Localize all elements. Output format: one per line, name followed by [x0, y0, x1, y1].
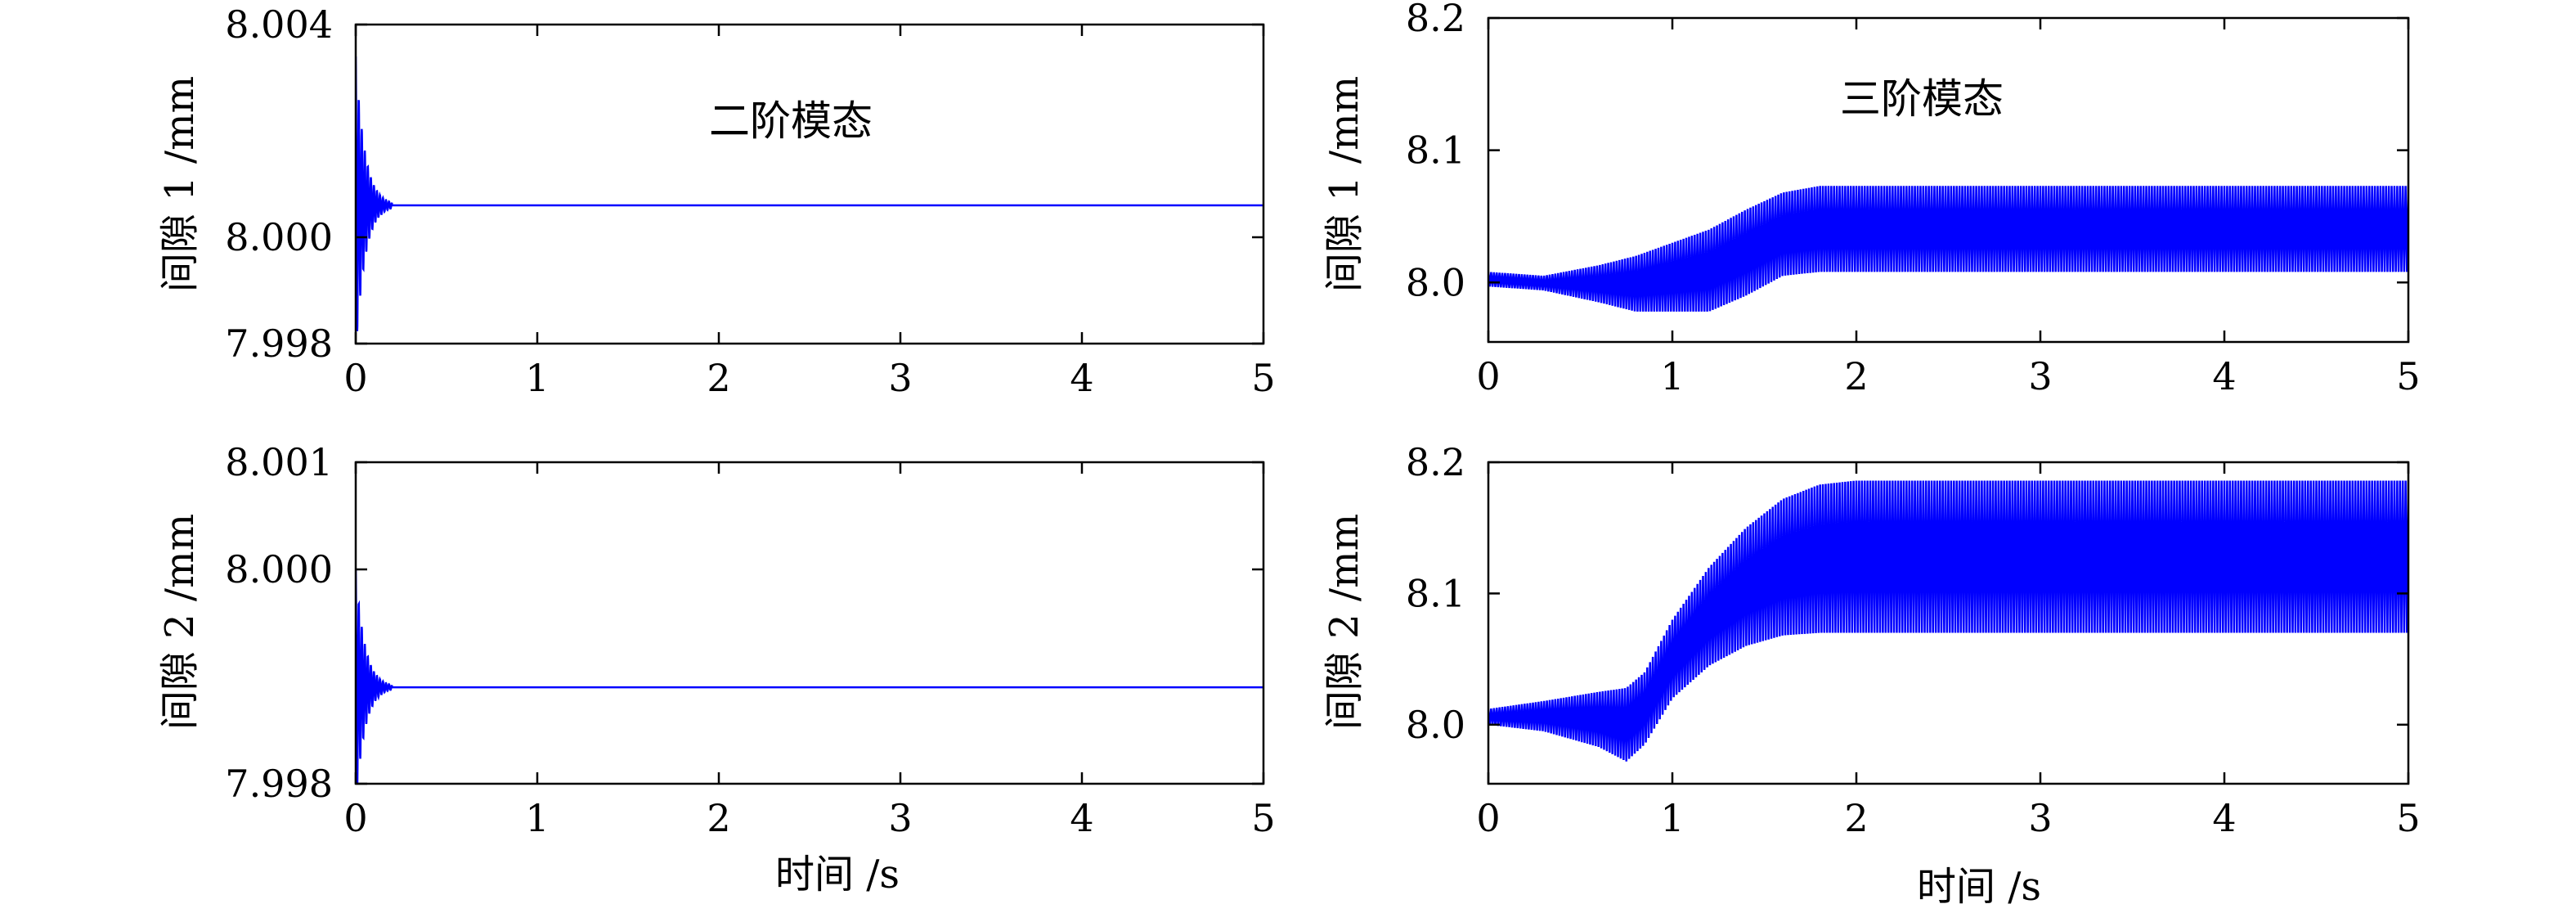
y-tick-label: 8.001 [225, 440, 333, 484]
x-tick-label: 4 [1070, 356, 1093, 400]
y-tick-label: 7.998 [225, 322, 333, 366]
y-tick-label: 8.0 [1406, 260, 1465, 304]
x-tick-label: 4 [2212, 796, 2236, 840]
plot-frame [354, 461, 1265, 785]
series-oscillation-bottom-right [1488, 480, 2408, 762]
x-tick-label: 4 [2212, 354, 2236, 398]
x-tick-label: 0 [343, 356, 367, 400]
chart-panel-top-right: 0 1 2 3 4 5 8.0 8.1 8.2 间隙 1 /mm 三阶模态 [1322, 0, 2421, 398]
x-tick-label: 0 [1476, 354, 1500, 398]
x-tick-label: 0 [343, 796, 367, 840]
chart-panel-top-left: 0 1 2 3 4 5 7.998 8.000 8.004 间隙 1 /mm 二阶模态 [157, 2, 1276, 400]
x-tick-label: 5 [2396, 354, 2420, 398]
x-tick-label: 1 [525, 356, 549, 400]
series-line-top-left [356, 56, 1263, 331]
y-tick-label: 8.0 [1406, 703, 1465, 747]
x-tick-label: 5 [2396, 796, 2420, 840]
x-tick-label: 3 [2028, 354, 2052, 398]
plot-frame [354, 23, 1265, 345]
y-tick-label: 8.004 [225, 2, 333, 47]
y-axis-label: 间隙 1 /mm [157, 76, 203, 292]
x-tick-label: 5 [1251, 356, 1275, 400]
x-tick-label: 2 [1844, 354, 1868, 398]
x-tick-label: 4 [1070, 796, 1093, 840]
x-axis-label: 时间 /s [775, 852, 900, 897]
y-tick-label: 8.1 [1406, 571, 1465, 615]
x-tick-label: 1 [525, 796, 549, 840]
y-axis-label: 间隙 2 /mm [1322, 514, 1367, 730]
x-tick-label: 1 [1660, 354, 1684, 398]
series-oscillation-top-right [1488, 186, 2408, 312]
x-tick-label: 1 [1660, 796, 1684, 840]
x-tick-label: 2 [707, 796, 730, 840]
y-tick-label: 8.1 [1406, 128, 1465, 173]
x-tick-label: 5 [1251, 796, 1275, 840]
chart-panel-bottom-right: 0 1 2 3 4 5 8.0 8.1 8.2 间隙 2 /mm 时间 /s [1322, 440, 2421, 910]
x-tick-label: 3 [888, 796, 912, 840]
x-tick-label: 2 [707, 356, 730, 400]
y-tick-label: 8.000 [225, 547, 333, 591]
series-line-bottom-left [356, 569, 1263, 784]
plot-frame [1487, 461, 2410, 785]
mode-annotation: 三阶模态 [1840, 75, 2004, 123]
mode-annotation: 二阶模态 [709, 97, 873, 145]
chart-panel-bottom-left: 0 1 2 3 4 5 7.998 8.000 8.001 间隙 2 /mm 时间 /s [157, 440, 1276, 897]
x-tick-label: 3 [2028, 796, 2052, 840]
y-tick-label: 8.2 [1406, 440, 1465, 484]
y-axis-label: 间隙 1 /mm [1322, 76, 1367, 292]
x-tick-label: 2 [1844, 796, 1868, 840]
x-tick-label: 3 [888, 356, 912, 400]
y-tick-label: 8.000 [225, 215, 333, 259]
plot-frame [1487, 16, 2410, 344]
x-tick-label: 0 [1476, 796, 1500, 840]
y-axis-label: 间隙 2 /mm [157, 514, 203, 730]
y-tick-label: 7.998 [225, 762, 333, 806]
x-axis-label: 时间 /s [1917, 864, 2041, 910]
y-tick-label: 8.2 [1406, 0, 1465, 40]
